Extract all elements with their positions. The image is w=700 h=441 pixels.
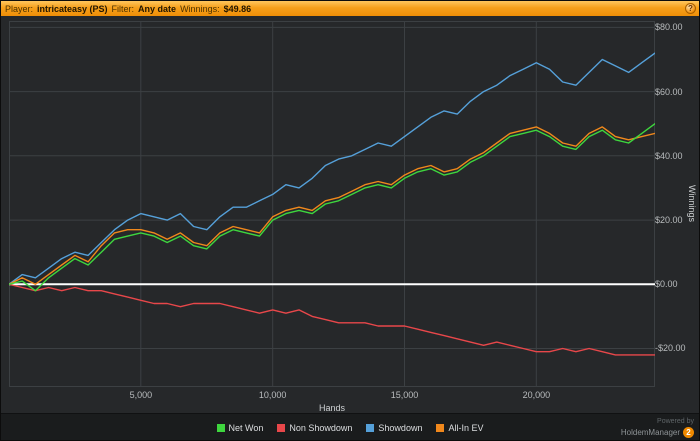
y-axis-tick: $60.00 [655, 86, 683, 97]
x-axis-title: Hands [318, 403, 345, 413]
legend-item-all-in-ev[interactable]: All-In EV [436, 423, 483, 433]
powered-by-text: Powered by [657, 418, 694, 426]
legend-label: Net Won [228, 423, 264, 433]
legend-label: All-In EV [448, 423, 484, 433]
y-axis-tick: $0.00 [655, 279, 678, 290]
help-icon[interactable]: ? [685, 3, 696, 14]
player-label: Player: [5, 3, 34, 14]
winnings-graph-plot[interactable] [9, 21, 655, 387]
brand-badge-icon: 2 [683, 427, 694, 438]
y-axis-tick: $20.00 [655, 215, 683, 226]
filter-value: Any date [138, 3, 177, 14]
y-axis-tick: -$20.00 [655, 343, 686, 354]
legend-item-showdown[interactable]: Showdown [366, 423, 422, 433]
winnings-label: Winnings: [180, 3, 220, 14]
legend-swatch-icon [366, 424, 375, 432]
x-axis-tick: 20,000 [522, 390, 551, 400]
header-bar: Player: intricateasy (PS) Filter: Any da… [1, 1, 699, 16]
x-axis-tick: 15,000 [390, 390, 419, 400]
legend-label: Showdown [378, 423, 423, 433]
y-axis-tick: $40.00 [655, 150, 683, 161]
legend-item-net-won[interactable]: Net Won [216, 423, 264, 433]
filter-label: Filter: [111, 3, 135, 14]
legend-swatch-icon [436, 424, 445, 432]
y-axis-title: Winnings [687, 185, 697, 223]
legend-swatch-icon [216, 424, 225, 432]
winnings-value: $49.86 [223, 3, 252, 14]
powered-by: Powered by HoldemManager 2 [621, 418, 694, 438]
legend-swatch-icon [277, 424, 286, 432]
brand-name: HoldemManager [620, 427, 680, 437]
player-value: intricateasy (PS) [37, 3, 108, 14]
legend: Net Won Non Showdown Showdown All-In EV [1, 423, 699, 433]
y-axis-tick: $80.00 [655, 22, 683, 33]
legend-item-non-showdown[interactable]: Non Showdown [277, 423, 352, 433]
brand-row: HoldemManager 2 [621, 427, 694, 438]
legend-label: Non Showdown [289, 423, 353, 433]
legend-bar: Net Won Non Showdown Showdown All-In EV Pow… [1, 413, 699, 440]
x-axis-tick: 5,000 [129, 390, 153, 400]
x-axis-tick: 10,000 [258, 390, 287, 400]
